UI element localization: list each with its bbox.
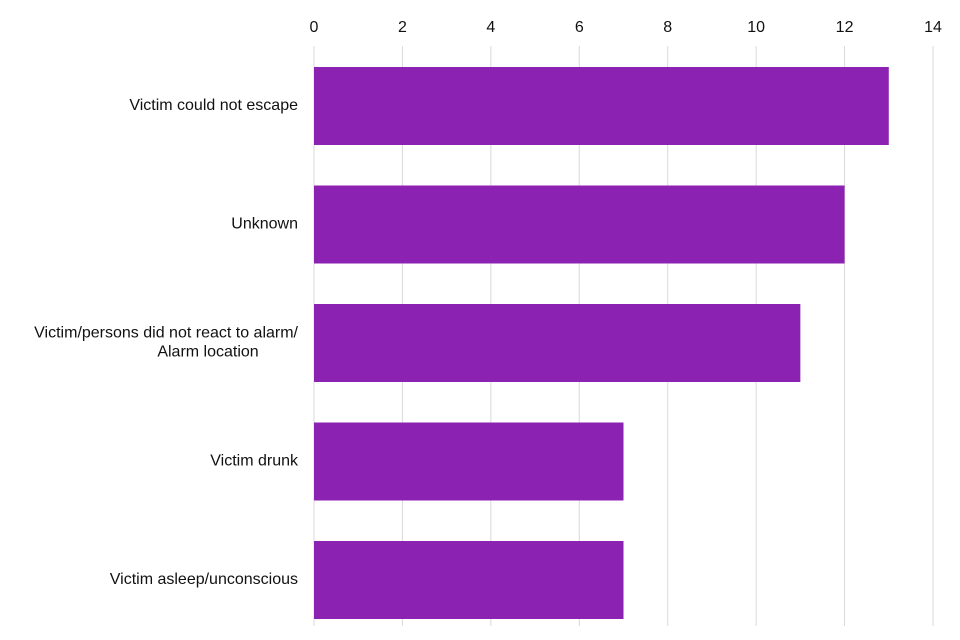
category-label-line: Alarm location	[157, 344, 258, 361]
x-tick-label: 8	[663, 19, 672, 36]
category-label: Victim asleep/unconscious	[110, 571, 298, 588]
category-label-line: Victim drunk	[210, 453, 299, 470]
category-label-line: Victim/persons did not react to alarm/	[34, 325, 298, 342]
x-tick-label: 10	[747, 19, 765, 36]
x-tick-label: 14	[924, 19, 942, 36]
bar	[314, 67, 889, 145]
category-label-line: Unknown	[231, 216, 298, 233]
category-label-line: Victim asleep/unconscious	[110, 571, 298, 588]
bar	[314, 185, 845, 264]
category-labels: Victim could not escape Unknown Victim/per…	[34, 97, 299, 588]
bars	[314, 67, 889, 619]
x-tick-label: 12	[836, 19, 854, 36]
bar	[314, 541, 624, 619]
bar	[314, 422, 624, 501]
bar	[314, 304, 801, 382]
x-tick-label: 0	[310, 19, 319, 36]
category-label: Victim/persons did not react to alarm/Al…	[34, 325, 298, 361]
category-label-line: Victim could not escape	[129, 97, 298, 114]
x-tick-label: 6	[575, 19, 584, 36]
x-tick-label: 4	[486, 19, 495, 36]
x-axis-ticks: 0 2 4 6 8 10 12 14	[310, 19, 942, 36]
x-tick-label: 2	[398, 19, 407, 36]
category-label: Victim drunk	[210, 453, 299, 470]
category-label: Unknown	[231, 216, 298, 233]
category-label: Victim could not escape	[129, 97, 298, 114]
